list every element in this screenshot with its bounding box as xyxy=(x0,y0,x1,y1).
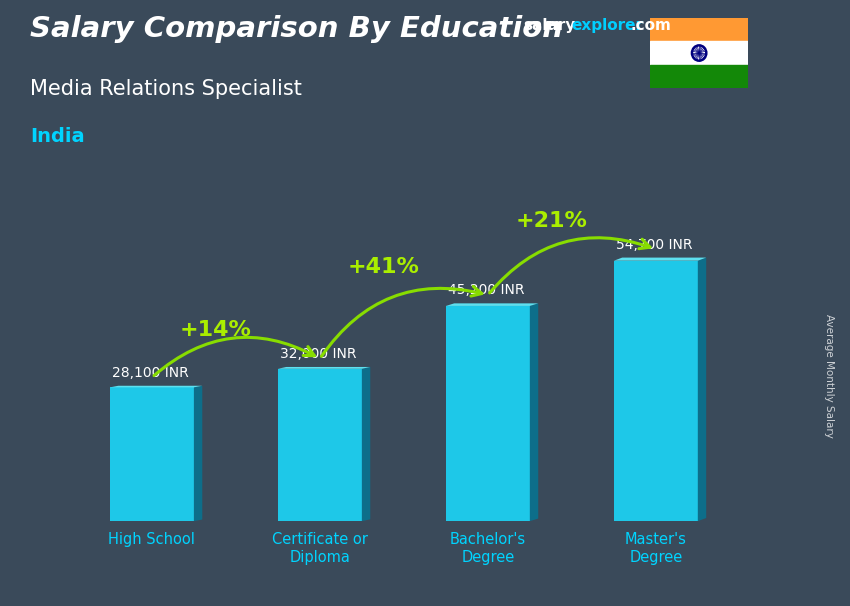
Text: 32,000 INR: 32,000 INR xyxy=(280,347,356,361)
Text: explorer: explorer xyxy=(571,18,643,33)
Polygon shape xyxy=(530,304,538,521)
FancyBboxPatch shape xyxy=(278,369,362,521)
Text: Average Monthly Salary: Average Monthly Salary xyxy=(824,314,834,438)
Polygon shape xyxy=(110,386,202,387)
FancyBboxPatch shape xyxy=(614,261,698,521)
FancyBboxPatch shape xyxy=(110,387,194,521)
Polygon shape xyxy=(446,304,538,306)
Text: 45,200 INR: 45,200 INR xyxy=(448,284,524,298)
Polygon shape xyxy=(698,258,706,521)
Text: 28,100 INR: 28,100 INR xyxy=(112,366,189,380)
Polygon shape xyxy=(362,367,371,521)
Text: 54,700 INR: 54,700 INR xyxy=(616,238,693,251)
FancyBboxPatch shape xyxy=(446,306,530,521)
Polygon shape xyxy=(194,386,202,521)
Text: India: India xyxy=(30,127,84,146)
Text: Salary Comparison By Education: Salary Comparison By Education xyxy=(30,15,563,43)
Bar xyxy=(650,65,748,88)
Text: Media Relations Specialist: Media Relations Specialist xyxy=(30,79,302,99)
Polygon shape xyxy=(614,258,706,261)
Text: +41%: +41% xyxy=(348,257,420,277)
Text: +14%: +14% xyxy=(180,321,252,341)
Text: .com: .com xyxy=(631,18,672,33)
Text: salary: salary xyxy=(523,18,575,33)
Polygon shape xyxy=(278,367,371,369)
Bar xyxy=(650,18,748,41)
Text: +21%: +21% xyxy=(516,211,587,231)
Bar xyxy=(650,41,748,65)
